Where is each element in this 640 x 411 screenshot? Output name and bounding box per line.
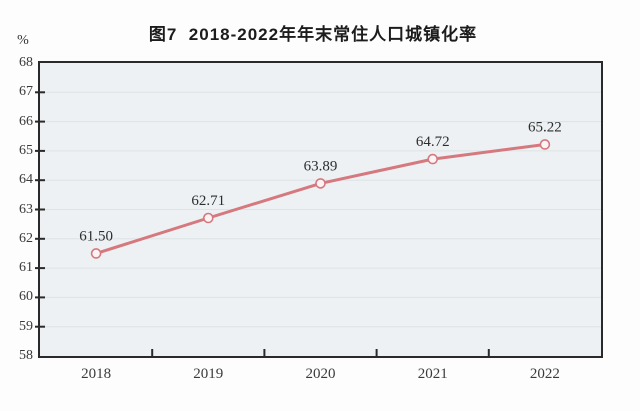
y-tick-label: 58 (19, 348, 33, 363)
y-tick-label: 64 (19, 172, 33, 188)
x-tick-label: 2020 (305, 366, 336, 382)
plot-area: 61.50 62.71 63.89 64.72 65.22 (35, 61, 603, 358)
chart-title: 图7 2018-2022年年末常住人口城镇化率 (148, 25, 478, 44)
data-point-label: 62.71 (191, 193, 225, 209)
x-tick-label: 2018 (81, 366, 112, 382)
y-tick-label: 68 (19, 55, 33, 70)
y-tick-label: 66 (19, 113, 33, 129)
data-point-marker (539, 139, 551, 150)
data-point-marker (90, 248, 102, 259)
line-chart-canvas: 61.50 62.71 63.89 64.72 65.22 (35, 91, 601, 358)
data-point-label: 63.89 (304, 158, 338, 174)
data-point-marker (203, 212, 214, 224)
data-point-label: 61.50 (79, 228, 113, 244)
y-tick-label: 62 (19, 230, 33, 246)
data-point-label: 64.72 (416, 134, 450, 150)
data-point-marker (427, 153, 439, 165)
y-axis-unit-label: % (17, 33, 29, 48)
y-tick-label: 63 (19, 201, 33, 217)
y-tick-label: 67 (19, 84, 33, 100)
y-tick-label: 60 (19, 289, 33, 305)
x-tick-label: 2021 (417, 366, 448, 382)
data-point-label: 65.22 (528, 119, 562, 135)
y-tick-label: 59 (19, 318, 33, 334)
y-tick-label: 61 (19, 260, 33, 276)
x-tick-label: 2019 (193, 366, 224, 382)
x-tick-label: 2022 (529, 366, 560, 382)
y-tick-label: 65 (19, 142, 33, 158)
data-point-marker (315, 178, 326, 189)
